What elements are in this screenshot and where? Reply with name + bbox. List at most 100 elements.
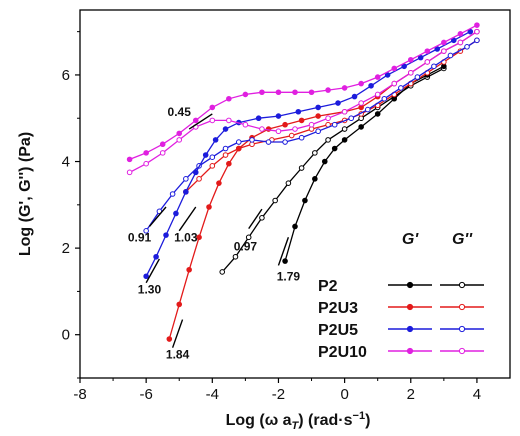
p2u5-gprime-point (368, 82, 374, 89)
p2u3-gprime-point (226, 160, 232, 167)
slope-line (188, 113, 213, 130)
p2u5-gprime-point (417, 54, 424, 61)
p2-gdoubleprime-point (272, 197, 278, 204)
legend-label-p2u10: P2U10 (318, 344, 367, 361)
slope-label: 0.91 (128, 231, 152, 245)
slope-line (148, 206, 167, 227)
p2-gdoubleprime-point (341, 126, 348, 132)
slope-line (248, 208, 263, 230)
p2u5-gdoubleprime-point (348, 115, 355, 122)
p2-gprime-point (312, 176, 318, 182)
y-tick-label: 6 (62, 67, 70, 84)
p2u5-gdoubleprime-point (249, 137, 255, 143)
p2-gdoubleprime-point (285, 180, 292, 186)
slope-line (145, 258, 160, 284)
p2u3-gprime-point (186, 266, 192, 273)
p2u10-gdoubleprime-point (424, 59, 431, 65)
p2-gprime-point (331, 145, 338, 152)
p2-gprime-point (282, 258, 288, 264)
p2u5-gdoubleprime-point (235, 139, 242, 145)
p2u5-gprime-point (183, 189, 189, 195)
series-layer (126, 22, 480, 342)
y-tick-label: 2 (62, 240, 70, 257)
p2u5-gprime-point (335, 100, 341, 106)
p2u3-gprime-point (298, 117, 305, 124)
p2u10-gprime-point (457, 31, 464, 37)
p2u10-gdoubleprime-point (374, 91, 381, 98)
slope-label: 0.45 (168, 105, 192, 119)
p2u3-gdoubleprime-point (209, 163, 216, 169)
p2u5-gprime-point (163, 232, 169, 238)
legend-label-p2: P2 (318, 278, 338, 295)
p2-gprime-point (358, 124, 364, 130)
slope-line (171, 319, 184, 348)
y-tick-label: 0 (62, 327, 70, 344)
p2u5-gprime-point (401, 63, 407, 70)
p2u5-gdoubleprime-point (431, 63, 437, 70)
p2-gprime-point (292, 223, 298, 230)
p2u5-gdoubleprime-point (282, 139, 288, 145)
p2u10-gdoubleprime-point (159, 150, 166, 156)
p2u5-gprime-point (434, 46, 441, 52)
p2u5-gdoubleprime-point (209, 154, 216, 160)
slope-label: 1.03 (174, 231, 198, 245)
p2u5-gdoubleprime-point (265, 139, 272, 145)
p2u5-gprime-point (275, 113, 282, 119)
p2-gdoubleprime-point (312, 150, 318, 156)
slope-label: 0.97 (234, 239, 258, 253)
p2u10-gdoubleprime-point (391, 80, 398, 87)
p2-gprime-line (284, 65, 445, 262)
p2u5-gprime-point (173, 210, 179, 217)
p2u10-gdoubleprime-point (407, 69, 414, 76)
slope-label: 1.79 (277, 270, 301, 284)
p2u10-gprime-point (407, 56, 414, 63)
p2-gprime-point (374, 111, 381, 117)
p2-gprime-point (341, 137, 348, 143)
axis-ticks: -8 -6 -4 -2 0 2 4 0 2 4 6 (62, 31, 481, 403)
p2u10-gdoubleprime-point (143, 160, 149, 167)
p2-gprime-point (302, 197, 308, 204)
p2u3-gprime-point (206, 204, 212, 210)
p2u10-gprime-point (209, 104, 216, 111)
p2u5-gdoubleprime-point (447, 52, 454, 59)
p2u5-gprime-point (192, 169, 199, 176)
legend-swatch-marker (458, 347, 466, 355)
p2u10-gprime-point (159, 141, 166, 148)
p2u5-gdoubleprime-point (222, 145, 229, 152)
legend-swatch-marker (458, 281, 466, 289)
p2u10-gprime-point (192, 117, 199, 124)
y-axis-title: Log (G', G'') (Pa) (17, 132, 34, 256)
p2-gdoubleprime-point (219, 269, 226, 275)
p2u3-gprime-point (166, 336, 173, 342)
x-tick-label: 4 (473, 386, 481, 403)
p2u3-gprime-point (282, 121, 288, 128)
p2u10-gprime-point (391, 65, 398, 72)
p2u10-gdoubleprime-point (209, 117, 216, 124)
plot-frame (79, 9, 511, 379)
p2-gdoubleprime-point (298, 165, 305, 171)
legend-swatch-marker (406, 281, 414, 289)
p2u10-gdoubleprime-point (457, 39, 464, 46)
slope-line (178, 206, 197, 232)
p2u5-gdoubleprime-point (315, 128, 321, 135)
p2u3-gdoubleprime-line (185, 39, 478, 193)
p2u5-gdoubleprime-point (169, 191, 176, 197)
p2u5-gdoubleprime-point (331, 121, 338, 128)
p2u10-gprime-point (441, 39, 447, 46)
p2u5-gprime-point (212, 137, 219, 143)
p2u5-gprime-point (384, 72, 391, 78)
p2u10-gdoubleprime-point (242, 121, 249, 128)
p2u10-gprime-point (424, 48, 431, 54)
p2u10-gdoubleprime-point (308, 121, 315, 128)
p2u5-gprime-point (295, 108, 302, 115)
p2u10-gprime-point (126, 156, 133, 163)
p2u10-gprime-point (292, 89, 298, 96)
p2-gdoubleprime-point (232, 253, 239, 260)
p2-gprime-point (321, 158, 328, 165)
p2u10-gdoubleprime-point (176, 137, 183, 143)
legend-label-p2u3: P2U3 (318, 300, 358, 317)
p2u10-gdoubleprime-point (292, 126, 298, 132)
p2u5-gprime-point (351, 93, 358, 100)
x-tick-label: -2 (272, 386, 285, 403)
